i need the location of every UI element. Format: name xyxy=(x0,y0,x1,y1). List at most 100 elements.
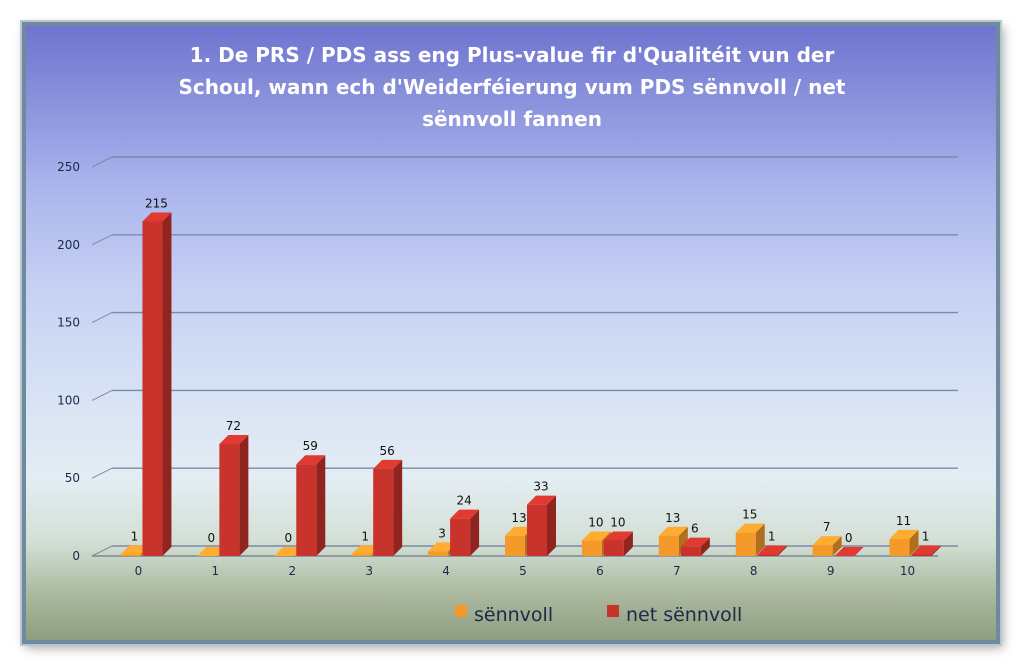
data-label-sennvoll-0: 1 xyxy=(131,529,139,543)
legend-label-net-sennvoll: net sënnvoll xyxy=(626,604,742,626)
bar-side-face xyxy=(700,537,710,556)
bar-front-face xyxy=(812,545,833,556)
y-tick-label: 150 xyxy=(57,316,80,330)
bar-top-face xyxy=(812,536,842,546)
gridline-depth-0 xyxy=(91,545,113,557)
data-label-sennvoll-4: 3 xyxy=(438,526,446,540)
bar-front-face xyxy=(450,518,471,556)
bar-net-sennvoll-8 xyxy=(757,545,787,556)
bar-top-face xyxy=(296,455,326,465)
bar-top-face xyxy=(219,434,249,444)
bar-front-face xyxy=(219,443,240,556)
legend-swatch-sennvoll xyxy=(455,605,467,617)
data-label-sennvoll-2: 0 xyxy=(284,531,292,545)
x-tick-label: 2 xyxy=(288,564,296,578)
data-label-sennvoll-7: 13 xyxy=(665,511,680,525)
bar-top-face xyxy=(450,509,480,519)
bar-side-face xyxy=(777,545,787,556)
bar-top-face xyxy=(120,545,150,555)
x-tick-label: 3 xyxy=(365,564,373,578)
bar-top-face xyxy=(834,547,864,556)
legend: sënnvoll net sënnvoll xyxy=(455,604,742,626)
data-label-net-sennvoll-6: 10 xyxy=(610,515,625,529)
bar-top-face xyxy=(889,529,919,539)
bar-top-face xyxy=(505,526,534,536)
chart-title-line-2: Schoul, wann ech d'Weiderféierung vum PD… xyxy=(179,75,846,99)
bar-net-sennvoll-4 xyxy=(450,509,480,556)
bar-front-face xyxy=(757,554,778,556)
x-tick-label: 5 xyxy=(519,564,527,578)
bar-sennvoll-2 xyxy=(274,547,304,556)
data-label-net-sennvoll-1: 72 xyxy=(226,419,241,433)
bar-top-face xyxy=(735,523,765,533)
bar-side-face xyxy=(316,455,326,556)
x-tick-label: 9 xyxy=(827,564,835,578)
data-label-net-sennvoll-9: 0 xyxy=(845,531,853,545)
bar-front-face xyxy=(889,538,910,556)
chart-title: 1. De PRS / PDS ass eng Plus-value fir d… xyxy=(179,43,846,131)
bar-side-face xyxy=(470,509,480,556)
bar-side-face xyxy=(393,459,403,556)
bar-side-face xyxy=(547,495,556,556)
bar-top-face xyxy=(351,545,381,555)
y-tick-label: 250 xyxy=(57,160,80,174)
bar-side-face xyxy=(931,545,941,556)
gridline-depth-50 xyxy=(91,467,113,479)
data-label-net-sennvoll-4: 24 xyxy=(456,494,471,508)
bar-front-face xyxy=(505,535,525,556)
x-tick-label: 6 xyxy=(596,564,604,578)
x-tick-label: 4 xyxy=(442,564,450,578)
bar-sennvoll-9 xyxy=(812,536,842,556)
gridline-depth-200 xyxy=(91,234,113,246)
bar-front-face xyxy=(527,504,547,556)
chart-title-line-3: sënnvoll fannen xyxy=(422,107,602,131)
bar-top-face xyxy=(274,547,304,556)
data-label-sennvoll-5: 13 xyxy=(511,511,526,525)
x-tick-label: 8 xyxy=(750,564,758,578)
bar-net-sennvoll-5 xyxy=(527,495,556,556)
bar-side-face xyxy=(909,529,919,556)
bar-top-face xyxy=(197,547,227,556)
legend-label-sennvoll: sënnvoll xyxy=(474,604,553,626)
bar-front-face xyxy=(911,554,932,556)
bar-front-face xyxy=(603,540,624,556)
bar-net-sennvoll-6 xyxy=(603,531,633,556)
legend-swatch-net-sennvoll xyxy=(607,605,619,617)
bar-front-face xyxy=(680,546,701,556)
bar-net-sennvoll-10 xyxy=(911,545,941,556)
data-label-sennvoll-3: 1 xyxy=(361,529,369,543)
x-tick-label: 10 xyxy=(900,564,915,578)
y-tick-label: 200 xyxy=(57,238,80,252)
data-label-net-sennvoll-2: 59 xyxy=(303,439,318,453)
data-label-sennvoll-10: 11 xyxy=(896,514,911,528)
data-label-net-sennvoll-8: 1 xyxy=(768,529,776,543)
data-label-net-sennvoll-3: 56 xyxy=(380,444,395,458)
y-tick-label: 100 xyxy=(57,393,80,407)
bar-front-face xyxy=(120,554,141,556)
bar-sennvoll-8 xyxy=(735,523,765,556)
bar-top-face xyxy=(658,526,688,536)
bar-side-face xyxy=(832,536,842,556)
bar-net-sennvoll-3 xyxy=(373,459,403,556)
bar-front-face xyxy=(373,468,394,556)
bar-net-sennvoll-0 xyxy=(142,212,172,556)
data-label-sennvoll-1: 0 xyxy=(208,531,216,545)
bar-side-face xyxy=(755,523,765,556)
data-label-net-sennvoll-5: 33 xyxy=(533,480,548,494)
bar-net-sennvoll-2 xyxy=(296,455,326,556)
bar-side-face xyxy=(162,212,172,556)
chart-title-line-1: 1. De PRS / PDS ass eng Plus-value fir d… xyxy=(190,43,835,67)
bar-front-face xyxy=(296,464,317,556)
bar-sennvoll-10 xyxy=(889,529,919,556)
x-axis-ticks: 0 1 2 3 4 5 6 7 8 9 10 xyxy=(135,564,916,578)
bar-top-face xyxy=(428,542,458,552)
y-tick-label: 0 xyxy=(72,549,80,563)
x-tick-label: 1 xyxy=(212,564,220,578)
bar-front-face xyxy=(735,532,756,556)
bar-net-sennvoll-1 xyxy=(219,434,249,556)
bar-top-face xyxy=(527,495,556,505)
bar-front-face xyxy=(581,540,602,556)
bar-side-face xyxy=(623,531,633,556)
gridline-depth-250 xyxy=(91,156,113,168)
